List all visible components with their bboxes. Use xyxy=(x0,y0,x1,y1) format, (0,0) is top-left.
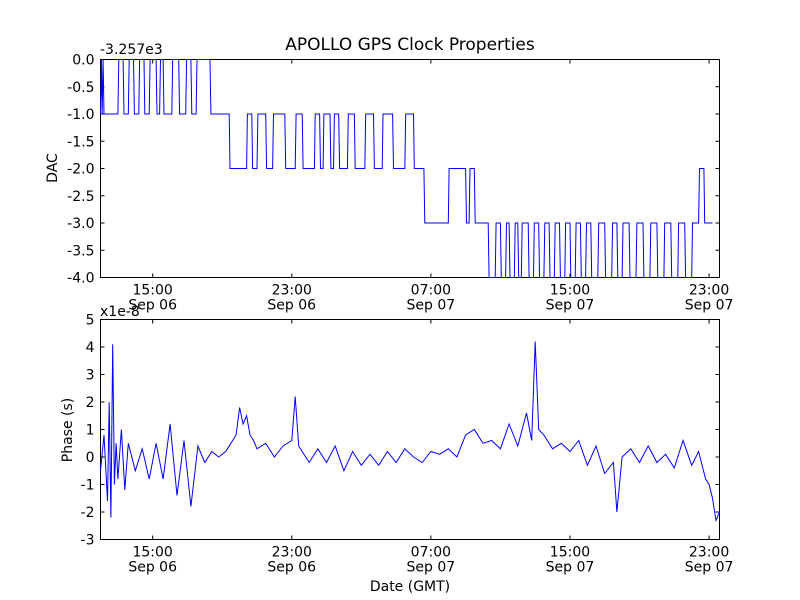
dac-x-tick-time-label: 07:00 xyxy=(411,283,451,299)
phase-y-tick-label: -3 xyxy=(81,533,95,549)
phase-x-tick-date-label: Sep 07 xyxy=(407,560,456,576)
phase-x-tick-date-label: Sep 06 xyxy=(267,560,316,576)
phase-x-tick-time-label: 23:00 xyxy=(689,545,729,561)
dac-plot: -3.257e3 DAC 0.0 -0.5 -1.0 -1.5 -2.0 -2.5 -3.0… xyxy=(45,42,733,314)
dac-x-tick-date-label: Sep 06 xyxy=(128,298,177,314)
phase-x-tick-date-label: Sep 07 xyxy=(685,560,734,576)
dac-x-tick-time-label: 23:00 xyxy=(689,283,729,299)
dac-y-tick-label: -3.5 xyxy=(67,243,94,259)
dac-plot-frame xyxy=(100,59,720,278)
phase-plot-frame xyxy=(100,319,720,540)
dac-y-axis-label: DAC xyxy=(45,153,61,183)
dac-y-offset-label: -3.257e3 xyxy=(100,42,163,58)
dac-x-tick-date-label: Sep 07 xyxy=(407,298,456,314)
chart-title: APOLLO GPS Clock Properties xyxy=(285,35,535,55)
dac-x-tick-date-label: Sep 07 xyxy=(546,298,595,314)
dac-y-tick-label: -1.0 xyxy=(67,107,94,123)
phase-y-tick-label: 4 xyxy=(86,340,95,356)
phase-y-ticks: -3 -2 -1 0 1 2 3 4 5 xyxy=(81,313,720,549)
phase-y-offset-label: x1e-8 xyxy=(100,304,140,320)
dac-x-tick-date-label: Sep 06 xyxy=(267,298,316,314)
dac-y-tick-label: 0.0 xyxy=(72,53,94,69)
phase-y-tick-label: 0 xyxy=(86,450,95,466)
phase-series-line xyxy=(100,341,720,523)
dac-series-line xyxy=(100,59,713,278)
phase-y-tick-label: 1 xyxy=(86,423,95,439)
x-axis-label: Date (GMT) xyxy=(370,579,450,595)
phase-y-axis-label: Phase (s) xyxy=(60,398,76,462)
dac-y-tick-label: -4.0 xyxy=(67,271,94,287)
phase-y-tick-label: -1 xyxy=(81,478,95,494)
phase-y-tick-label: -2 xyxy=(81,505,95,521)
dac-x-tick-time-label: 23:00 xyxy=(272,283,312,299)
phase-x-tick-time-label: 07:00 xyxy=(411,545,451,561)
phase-x-tick-date-label: Sep 06 xyxy=(128,560,177,576)
dac-y-tick-label: -0.5 xyxy=(67,80,94,96)
phase-y-tick-label: 2 xyxy=(86,395,95,411)
dac-y-tick-label: -3.0 xyxy=(67,216,94,232)
dac-x-tick-time-label: 15:00 xyxy=(550,283,590,299)
dac-y-tick-label: -1.5 xyxy=(67,134,94,150)
dac-x-tick-date-label: Sep 07 xyxy=(685,298,734,314)
dac-y-tick-label: -2.0 xyxy=(67,162,94,178)
phase-x-tick-time-label: 15:00 xyxy=(550,545,590,561)
phase-x-tick-date-label: Sep 07 xyxy=(546,560,595,576)
phase-y-tick-label: 3 xyxy=(86,368,95,384)
dac-y-tick-label: -2.5 xyxy=(67,189,94,205)
phase-x-tick-time-label: 23:00 xyxy=(272,545,312,561)
phase-x-tick-time-label: 15:00 xyxy=(132,545,172,561)
dac-y-ticks: 0.0 -0.5 -1.0 -1.5 -2.0 -2.5 -3.0 -3.5 -4.0 xyxy=(67,53,720,287)
dac-x-tick-time-label: 15:00 xyxy=(132,283,172,299)
phase-y-tick-label: 5 xyxy=(86,313,95,329)
